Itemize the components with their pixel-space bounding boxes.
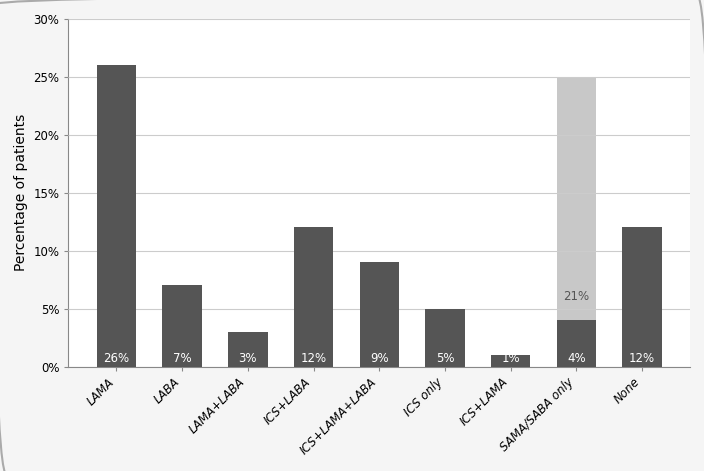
Bar — [360, 262, 399, 366]
Text: 1%: 1% — [501, 352, 520, 365]
Bar — [294, 227, 333, 366]
Bar — [622, 227, 662, 366]
Text: 5%: 5% — [436, 352, 454, 365]
Bar — [557, 77, 596, 366]
Bar — [425, 309, 465, 366]
Bar — [228, 332, 268, 366]
Bar — [96, 65, 136, 366]
Bar — [96, 65, 136, 366]
Bar — [425, 309, 465, 366]
Text: 4%: 4% — [567, 352, 586, 365]
Bar — [163, 285, 202, 366]
Bar — [228, 332, 268, 366]
Bar — [557, 320, 596, 366]
Bar — [491, 355, 530, 366]
Bar — [622, 227, 662, 366]
Text: 21%: 21% — [563, 290, 589, 303]
Bar — [491, 355, 530, 366]
Bar — [360, 262, 399, 366]
Text: 9%: 9% — [370, 352, 389, 365]
Y-axis label: Percentage of patients: Percentage of patients — [14, 114, 28, 271]
Bar — [163, 285, 202, 366]
Text: 12%: 12% — [301, 352, 327, 365]
Bar — [294, 227, 333, 366]
Text: 12%: 12% — [629, 352, 655, 365]
Text: 26%: 26% — [103, 352, 130, 365]
Text: 3%: 3% — [239, 352, 257, 365]
Text: 7%: 7% — [173, 352, 191, 365]
